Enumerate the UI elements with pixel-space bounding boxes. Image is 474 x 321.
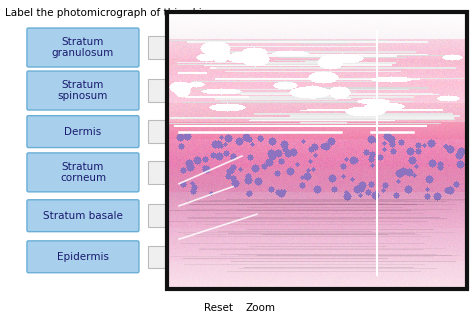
- Bar: [148, 246, 174, 268]
- Text: Label the photomicrograph of thin skin.: Label the photomicrograph of thin skin.: [5, 8, 212, 18]
- FancyBboxPatch shape: [27, 153, 139, 192]
- Text: Stratum
granulosum: Stratum granulosum: [52, 37, 114, 58]
- Text: Stratum
corneum: Stratum corneum: [60, 161, 106, 183]
- Bar: [148, 120, 174, 143]
- Bar: [148, 204, 174, 227]
- Text: Dermis: Dermis: [64, 126, 101, 137]
- Text: Reset: Reset: [203, 303, 233, 313]
- Bar: [148, 79, 174, 102]
- FancyBboxPatch shape: [27, 28, 139, 67]
- FancyBboxPatch shape: [27, 116, 139, 148]
- FancyBboxPatch shape: [27, 71, 139, 110]
- FancyBboxPatch shape: [27, 200, 139, 232]
- Bar: [148, 36, 174, 59]
- FancyBboxPatch shape: [27, 241, 139, 273]
- Bar: [148, 161, 174, 184]
- Text: Stratum basale: Stratum basale: [43, 211, 123, 221]
- Text: Stratum
spinosum: Stratum spinosum: [58, 80, 108, 101]
- Text: Zoom: Zoom: [246, 303, 276, 313]
- Text: Epidermis: Epidermis: [57, 252, 109, 262]
- Bar: [167, 12, 467, 289]
